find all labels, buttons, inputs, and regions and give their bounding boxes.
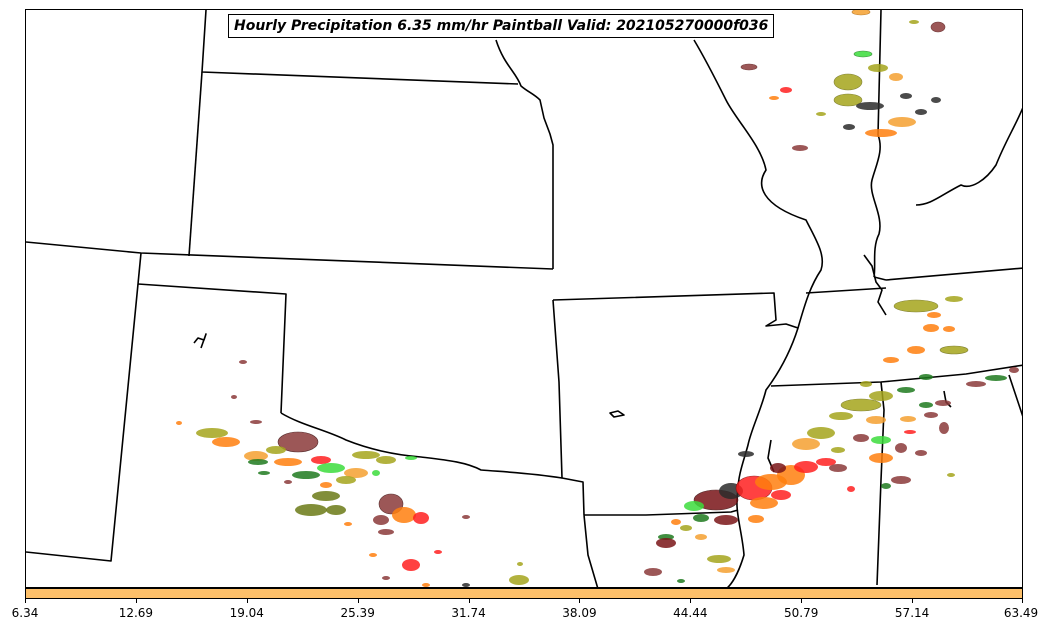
state-borders bbox=[26, 10, 1022, 587]
colorbar-tick-label: 6.34 bbox=[11, 606, 39, 620]
colorbar-tick-label: 57.14 bbox=[894, 606, 930, 620]
colorbar-tick-label: 44.44 bbox=[673, 606, 708, 620]
colorbar-tick bbox=[357, 599, 359, 603]
colorbar-tick bbox=[579, 599, 581, 603]
colorbar-tick-label: 12.69 bbox=[118, 606, 154, 620]
colorbar-tick bbox=[25, 599, 26, 603]
colorbar-tick bbox=[246, 599, 248, 603]
colorbar-tick-label: 63.49 bbox=[1003, 606, 1039, 620]
precip-paintball-layer bbox=[176, 10, 1019, 587]
map-canvas bbox=[26, 10, 1022, 587]
colorbar-tick-label: 38.09 bbox=[562, 606, 597, 620]
colorbar-tick bbox=[135, 599, 137, 603]
colorbar-tick-label: 25.39 bbox=[340, 606, 375, 620]
map-title: Hourly Precipitation 6.35 mm/hr Paintbal… bbox=[228, 14, 775, 38]
colorbar-tick bbox=[1022, 599, 1023, 603]
colorbar-tick bbox=[468, 599, 470, 603]
colorbar-tick-label: 19.04 bbox=[229, 606, 264, 620]
colorbar-tick-label: 50.79 bbox=[784, 606, 819, 620]
map-panel bbox=[25, 9, 1023, 588]
colorbar-tick bbox=[912, 599, 914, 603]
colorbar bbox=[25, 588, 1023, 599]
colorbar-tick-label: 31.74 bbox=[451, 606, 486, 620]
colorbar-tick bbox=[801, 599, 803, 603]
colorbar-tick bbox=[690, 599, 692, 603]
